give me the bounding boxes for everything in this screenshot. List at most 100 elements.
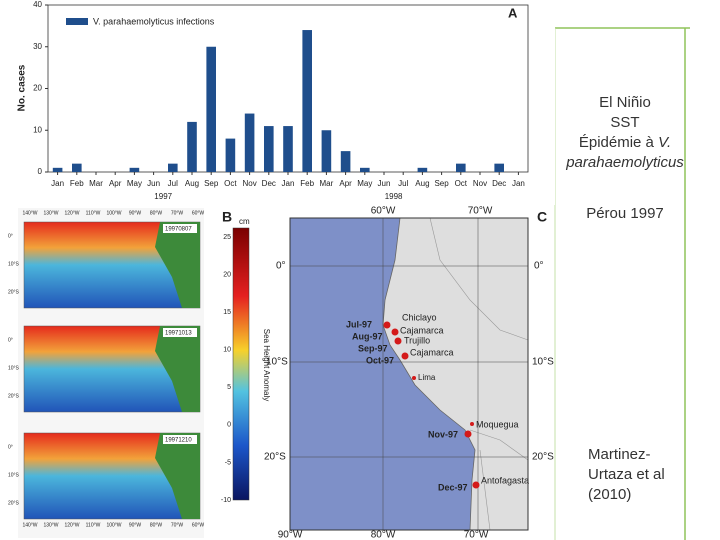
lon-label: 60°W [192, 210, 205, 216]
date-box [163, 435, 197, 444]
panel-letter: B [222, 209, 232, 225]
lon-label: 90°W [129, 522, 142, 528]
lat-label: 0° [8, 444, 13, 450]
lat-label: 0° [8, 233, 13, 239]
lon-label: 110°W [86, 522, 101, 528]
lat-label: 10°S [532, 357, 554, 368]
lon-label: 120°W [64, 210, 79, 216]
place-label: Trujillo [404, 335, 430, 345]
x-tick-label: May [357, 179, 372, 188]
x-group-label: 1997 [154, 192, 172, 201]
x-group-label: 1998 [385, 192, 403, 201]
side-line: Épidémie à [578, 134, 654, 151]
x-tick-label: Jan [512, 179, 525, 188]
bar [52, 167, 63, 172]
lon-label: 130°W [43, 210, 58, 216]
lat-label: 10°S [266, 357, 288, 368]
place-label: Cajamarca [400, 325, 444, 335]
x-tick-label: Nov [473, 179, 487, 188]
lat-label: 10°S [8, 472, 20, 478]
bar [456, 163, 466, 172]
sst-panels: 19970807 0° 10°S 20°S 19971013 0° 10°S 20°S 1997… [8, 210, 231, 528]
chart-background [0, 0, 555, 205]
date-label: Nov-97 [428, 429, 458, 439]
map-c-frame [289, 217, 529, 531]
x-tick-label: Dec [262, 179, 276, 188]
colorbar-unit: cm [239, 217, 250, 226]
lon-label: 80°W [371, 530, 396, 540]
x-tick-label: Jun [147, 179, 160, 188]
lat-label: 20°S [8, 393, 20, 399]
x-tick-label: Nov [242, 179, 256, 188]
place-label: Chiclayo [402, 312, 437, 322]
date-label: Jul-97 [346, 319, 372, 329]
bar [340, 151, 351, 172]
side-line: SST [610, 114, 640, 131]
place-label: Cajamarca [410, 347, 454, 357]
x-tick-label: Jul [168, 179, 178, 188]
date-label: Sep-97 [358, 343, 388, 353]
panel-date: 19971013 [165, 331, 192, 337]
land [155, 433, 200, 519]
lat-label: 10°S [8, 365, 20, 371]
lat-label: 0° [534, 261, 544, 272]
x-tick-label: Jan [282, 179, 295, 188]
bar [206, 46, 216, 172]
bar [129, 167, 140, 172]
bar [360, 167, 370, 172]
y-tick-label: 10 [33, 125, 42, 134]
date-box [163, 224, 197, 233]
y-axis-label: No. cases [17, 64, 28, 111]
lat-label: 10°S [8, 261, 20, 267]
date-box [163, 328, 197, 337]
x-tick-label: Aug [185, 179, 199, 188]
colorbar-tick-label: 25 [223, 234, 231, 241]
outbreak-points [383, 321, 480, 489]
legend-label: V. parahaemolyticus infections [93, 16, 215, 26]
x-tick-label: Feb [300, 179, 314, 188]
x-tick-label: Sep [434, 179, 449, 188]
country-text: Pérou 1997 [586, 205, 664, 222]
date-label: Aug-97 [352, 331, 383, 341]
x-tick-label: Apr [109, 179, 122, 188]
x-tick-label: Sep [204, 179, 219, 188]
bar [72, 163, 82, 172]
bar [168, 163, 178, 172]
bar [302, 30, 312, 172]
bar [187, 121, 197, 172]
place-label: Lima [418, 373, 436, 382]
colorbar-tick-label: 15 [223, 309, 231, 316]
colorbar-tick-label: -5 [225, 459, 231, 466]
lon-label: 100°W [106, 210, 121, 216]
bar [244, 113, 255, 172]
lon-label: 110°W [86, 210, 101, 216]
lon-label: 60°W [371, 206, 396, 217]
lat-label: 20°S [264, 452, 286, 463]
x-tick-label: Mar [320, 179, 334, 188]
reference-text: Martinez-Urtaza et al (2010) [588, 446, 665, 503]
panel-letter: A [508, 5, 518, 20]
lon-label: 90°W [278, 530, 303, 540]
species-name: V. parahaemolyticus [566, 134, 684, 171]
lon-label: 140°W [22, 210, 37, 216]
lat-label: 20°S [532, 452, 554, 463]
lon-label: 90°W [129, 210, 142, 216]
bar [494, 163, 504, 172]
side-text: El Niñio SST Épidémie à V. parahaemolyti… [550, 93, 700, 173]
x-tick-label: Feb [70, 179, 84, 188]
place-labels: Chiclayo Cajamarca Trujillo Cajamarca Li… [400, 312, 529, 485]
x-tick-label: Jul [398, 179, 408, 188]
graticule [290, 218, 528, 530]
map-b: B 199708070°10°S20°S199710130°10°S20°S19… [8, 208, 271, 538]
y-tick-label: 40 [33, 0, 42, 9]
lon-label: 70°W [171, 522, 184, 528]
y-tick-label: 30 [33, 42, 42, 51]
lon-label: 120°W [64, 522, 79, 528]
x-tick-label: Aug [415, 179, 429, 188]
x-tick-label: Mar [89, 179, 103, 188]
lon-label: 70°W [468, 206, 493, 217]
bar [321, 130, 332, 172]
lat-label: 0° [276, 261, 286, 272]
